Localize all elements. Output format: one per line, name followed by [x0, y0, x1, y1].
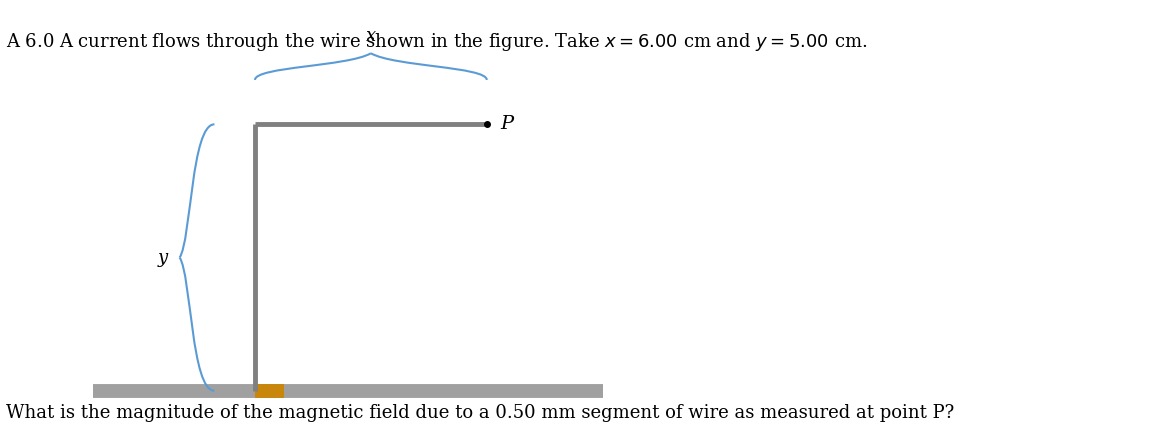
Text: P: P	[501, 115, 513, 133]
Text: x: x	[366, 27, 376, 44]
Text: y: y	[158, 249, 167, 266]
Text: A 6.0 A current flows through the wire shown in the figure. Take $x = 6.00$ cm a: A 6.0 A current flows through the wire s…	[6, 31, 867, 53]
Text: What is the magnitude of the magnetic field due to a 0.50 mm segment of wire as : What is the magnitude of the magnetic fi…	[6, 404, 954, 422]
